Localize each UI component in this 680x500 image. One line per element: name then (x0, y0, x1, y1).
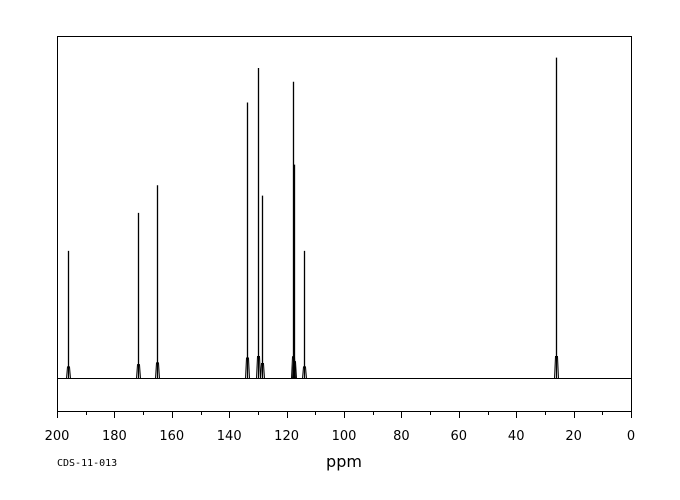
x-tick-label: 20 (565, 429, 582, 444)
x-axis-label: ppm (326, 452, 362, 471)
spectrum-peak-base (66, 366, 71, 379)
x-axis-tick-labels: 200 180 160 140 120 100 80 60 40 20 0 (45, 429, 636, 444)
x-tick-label: 160 (159, 429, 184, 444)
spectrum-peak-base (302, 366, 307, 379)
spectrum-peak-base (260, 363, 265, 379)
spectrum-peak-base (245, 357, 250, 379)
spectrum-peak-base (256, 356, 261, 379)
x-tick-label: 100 (332, 429, 357, 444)
spectrum-peak-base (136, 364, 141, 379)
x-tick-label: 120 (274, 429, 299, 444)
x-axis-ticks (57, 411, 632, 418)
x-tick-label: 60 (451, 429, 468, 444)
plot-frame (57, 36, 632, 412)
x-tick-label: 0 (627, 429, 635, 444)
spectrum-code-label: CDS-11-013 (57, 458, 117, 469)
x-tick-label: 180 (102, 429, 127, 444)
spectrum-peak-base (554, 356, 559, 379)
x-tick-label: 200 (45, 429, 70, 444)
x-tick-label: 140 (217, 429, 242, 444)
spectrum-peak-base (292, 361, 297, 379)
spectrum-peak-base (155, 362, 160, 379)
x-tick-label: 80 (393, 429, 410, 444)
x-tick-label: 40 (508, 429, 525, 444)
spectrum-peaks (66, 57, 559, 379)
